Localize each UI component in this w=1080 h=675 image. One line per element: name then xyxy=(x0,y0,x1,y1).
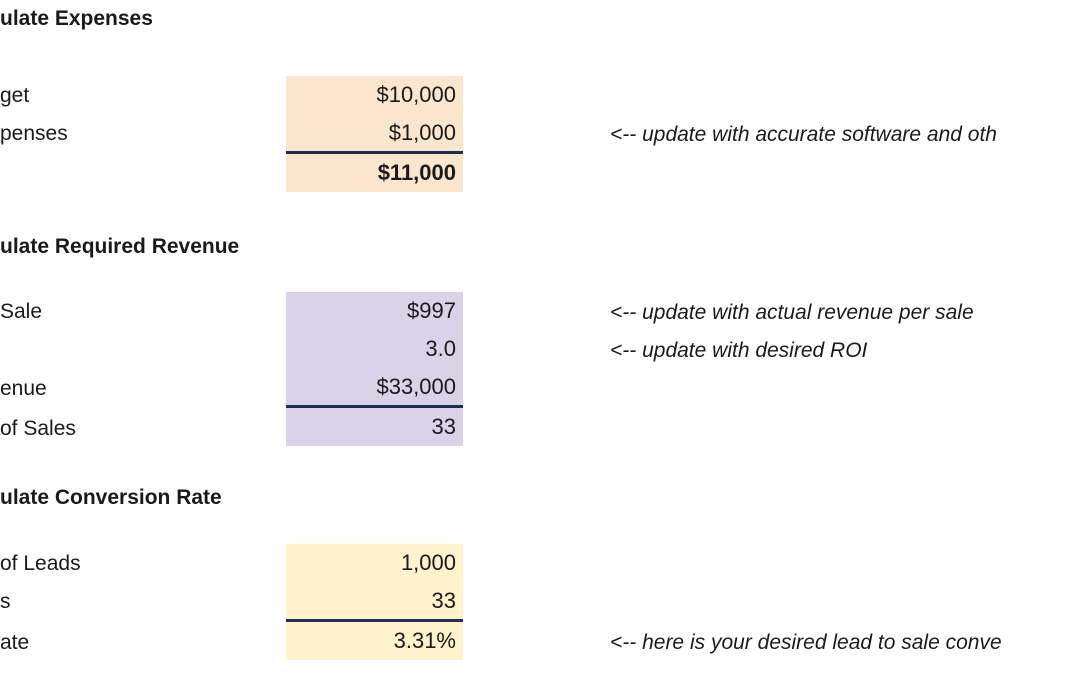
number-of-sales-label: of Sales xyxy=(0,417,76,440)
revenue-total-rule xyxy=(286,405,463,408)
number-of-leads-label: of Leads xyxy=(0,552,81,575)
sales-label: s xyxy=(0,590,11,613)
revenue-section-heading: ulate Required Revenue xyxy=(0,235,240,258)
roi-note: <-- update with desired ROI xyxy=(610,339,868,362)
conversion-section-heading: ulate Conversion Rate xyxy=(0,486,222,509)
software-note: <-- update with accurate software and ot… xyxy=(610,123,997,146)
budget-label: get xyxy=(0,84,30,107)
required-revenue-label: enue xyxy=(0,377,47,400)
conversion-note: <-- here is your desired lead to sale co… xyxy=(610,631,1002,654)
conversion-rate-cell[interactable]: 3.31% xyxy=(286,622,463,660)
number-of-sales-cell[interactable]: 33 xyxy=(286,408,463,446)
expenses-section-heading: ulate Expenses xyxy=(0,7,153,30)
total-expenses-cell[interactable]: $11,000 xyxy=(286,154,463,192)
number-of-leads-cell[interactable]: 1,000 xyxy=(286,544,463,582)
sales-cell[interactable]: 33 xyxy=(286,582,463,620)
other-expenses-cell[interactable]: $1,000 xyxy=(286,114,463,152)
roi-cell[interactable]: 3.0 xyxy=(286,330,463,368)
revenue-per-sale-note: <-- update with actual revenue per sale xyxy=(610,301,974,324)
budget-cell[interactable]: $10,000 xyxy=(286,76,463,114)
required-revenue-cell[interactable]: $33,000 xyxy=(286,368,463,406)
revenue-per-sale-label: Sale xyxy=(0,300,43,323)
conversion-rate-label: ate xyxy=(0,631,30,654)
expenses-total-rule xyxy=(286,151,463,154)
other-expenses-label: penses xyxy=(0,122,68,145)
conversion-total-rule xyxy=(286,619,463,622)
revenue-per-sale-cell[interactable]: $997 xyxy=(286,292,463,330)
